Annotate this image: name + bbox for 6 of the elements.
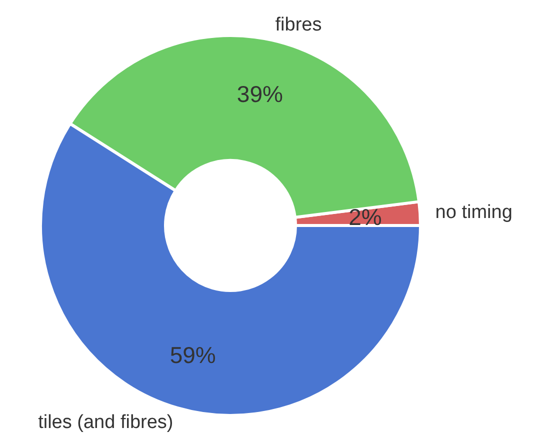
slice-label: tiles (and fibres) bbox=[38, 412, 174, 434]
data-label: 59% bbox=[170, 342, 216, 368]
slice-label: no timing bbox=[435, 202, 512, 224]
slice-label: fibres bbox=[275, 14, 322, 36]
data-label: 2% bbox=[348, 204, 382, 230]
data-label: 39% bbox=[236, 80, 283, 107]
